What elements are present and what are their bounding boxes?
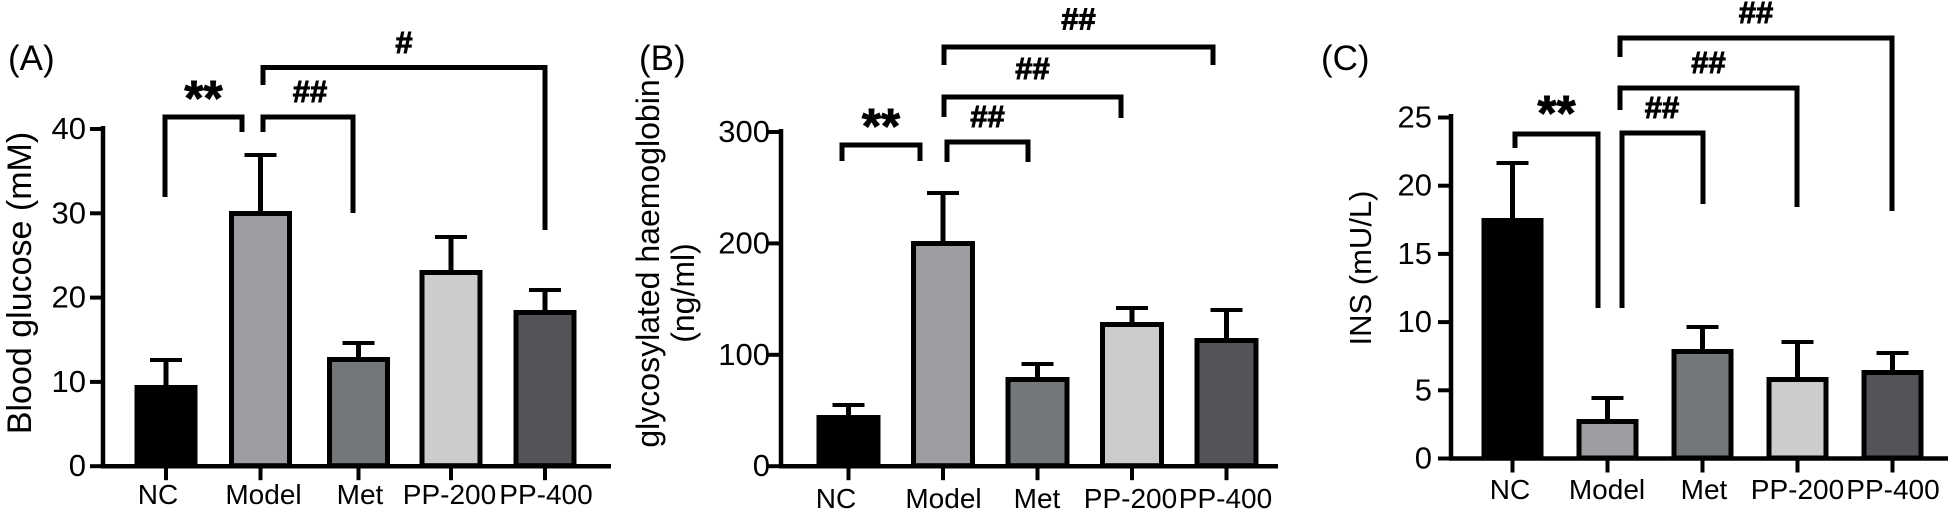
svg-text:##: ##	[1061, 2, 1095, 37]
svg-text:PP-400: PP-400	[1846, 474, 1939, 505]
svg-text:Met: Met	[1681, 474, 1728, 505]
svg-text:PP-200: PP-200	[1084, 483, 1177, 509]
svg-text:##: ##	[1645, 90, 1679, 125]
svg-text:#: #	[395, 25, 412, 60]
svg-text:##: ##	[1015, 51, 1049, 86]
svg-text:200: 200	[718, 225, 770, 260]
svg-text:(A): (A)	[8, 39, 55, 78]
svg-text:10: 10	[52, 364, 86, 399]
svg-text:Model: Model	[905, 483, 981, 509]
svg-text:20: 20	[1398, 168, 1432, 203]
svg-text:NC: NC	[816, 483, 856, 509]
svg-text:**: **	[1537, 87, 1576, 141]
svg-text:(B): (B)	[639, 39, 686, 78]
svg-text:NC: NC	[1490, 474, 1530, 505]
svg-text:20: 20	[52, 280, 86, 315]
svg-text:0: 0	[753, 448, 770, 483]
svg-text:**: **	[184, 72, 223, 126]
svg-text:Model: Model	[225, 479, 301, 509]
svg-text:PP-400: PP-400	[1179, 483, 1272, 509]
svg-text:INS (mU/L): INS (mU/L)	[1343, 191, 1378, 346]
svg-text:##: ##	[970, 99, 1004, 134]
svg-text:##: ##	[293, 74, 327, 109]
svg-text:30: 30	[52, 195, 86, 230]
svg-text:**: **	[862, 100, 901, 154]
svg-text:100: 100	[718, 337, 770, 372]
svg-text:PP-400: PP-400	[499, 479, 592, 509]
svg-text:300: 300	[718, 114, 770, 149]
svg-text:10: 10	[1398, 304, 1432, 339]
svg-text:5: 5	[1415, 372, 1432, 407]
svg-text:Met: Met	[1014, 483, 1061, 509]
svg-text:Met: Met	[337, 479, 384, 509]
svg-text:(ng/ml): (ng/ml)	[665, 243, 701, 343]
svg-text:(C): (C)	[1321, 39, 1370, 78]
svg-text:0: 0	[69, 448, 86, 483]
svg-text:NC: NC	[138, 479, 178, 509]
svg-text:##: ##	[1739, 0, 1773, 30]
svg-text:##: ##	[1691, 45, 1725, 80]
svg-text:Model: Model	[1569, 474, 1645, 505]
svg-text:15: 15	[1398, 236, 1432, 271]
svg-text:40: 40	[52, 111, 86, 146]
svg-text:25: 25	[1398, 100, 1432, 135]
svg-text:PP-200: PP-200	[1751, 474, 1844, 505]
svg-text:glycosylated haemoglobin: glycosylated haemoglobin	[630, 79, 666, 447]
svg-text:0: 0	[1415, 441, 1432, 476]
svg-text:PP-200: PP-200	[403, 479, 496, 509]
svg-text:Blood glucose (mM): Blood glucose (mM)	[1, 132, 39, 434]
